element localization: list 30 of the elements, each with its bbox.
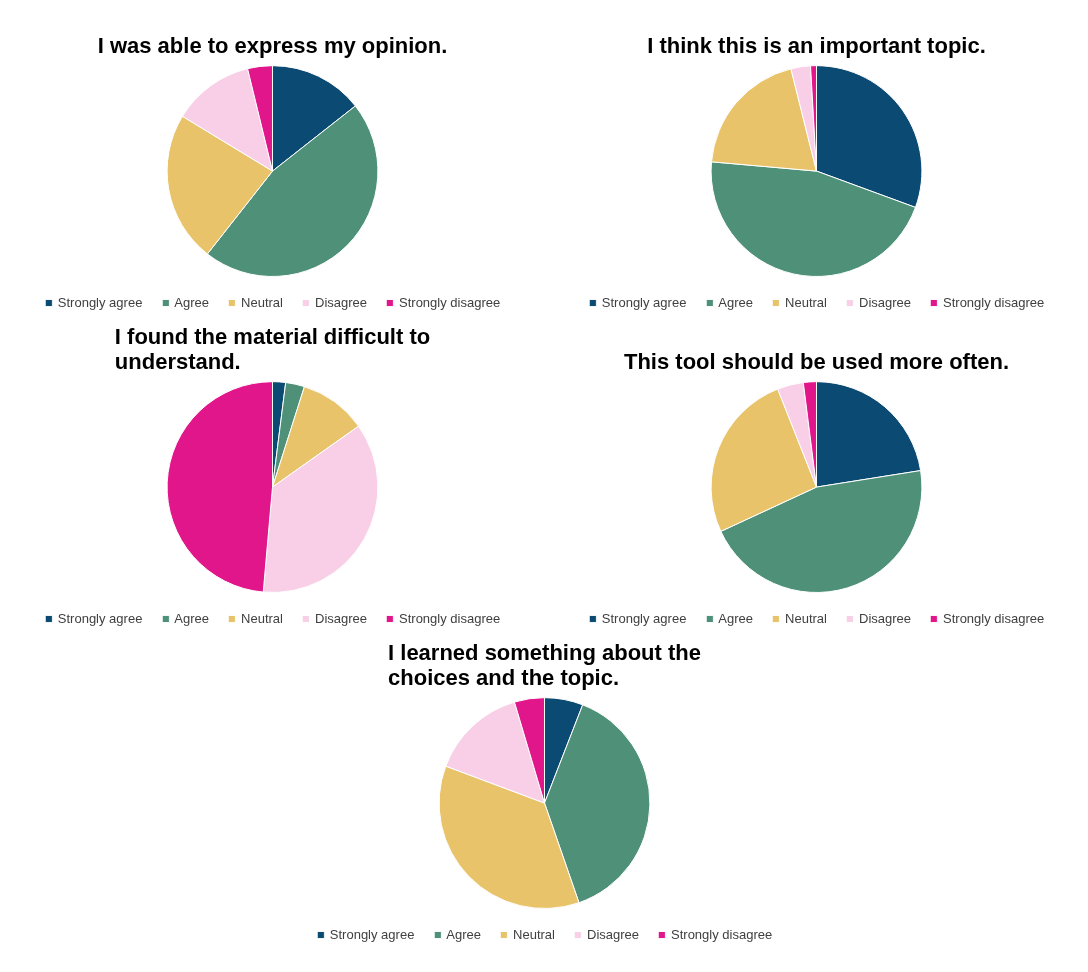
legend-label: Agree — [446, 927, 482, 942]
legend-label: Agree — [174, 611, 210, 626]
legend-label: Strongly disagree — [399, 295, 501, 310]
legend-label: Strongly disagree — [943, 611, 1045, 626]
chart-title: I think this is an important topic. — [647, 32, 986, 58]
legend-label: Disagree — [314, 611, 368, 626]
legend-label: Agree — [718, 295, 754, 310]
legend-label: Strongly agree — [601, 611, 687, 626]
legend-label: Neutral — [785, 295, 827, 310]
legend-label: Disagree — [314, 295, 368, 310]
legend-label: Disagree — [858, 295, 912, 310]
legend-label: Strongly disagree — [399, 611, 501, 626]
chart-title: This tool should be used more often. — [623, 348, 1010, 374]
legend-label: Agree — [718, 611, 754, 626]
legend-label: Neutral — [513, 927, 555, 942]
legend-label: Strongly agree — [57, 611, 143, 626]
legend-label: Disagree — [858, 611, 912, 626]
legend-label: Strongly agree — [57, 295, 143, 310]
legend-label: Agree — [174, 295, 210, 310]
legend-label: Disagree — [586, 927, 640, 942]
legend-label: Strongly disagree — [671, 927, 773, 942]
legend-label: Strongly disagree — [943, 295, 1045, 310]
legend-label: Neutral — [785, 611, 827, 626]
legend-label: Neutral — [241, 611, 283, 626]
chart-title: I found the material difficult to understand. — [114, 323, 431, 374]
chart-title: I was able to express my opinion. — [97, 32, 448, 58]
legend-label: Neutral — [241, 295, 283, 310]
legend-label: Strongly agree — [601, 295, 687, 310]
chart-title: I learned something about the choices and the topic. — [388, 639, 701, 690]
legend-label: Strongly agree — [329, 927, 415, 942]
